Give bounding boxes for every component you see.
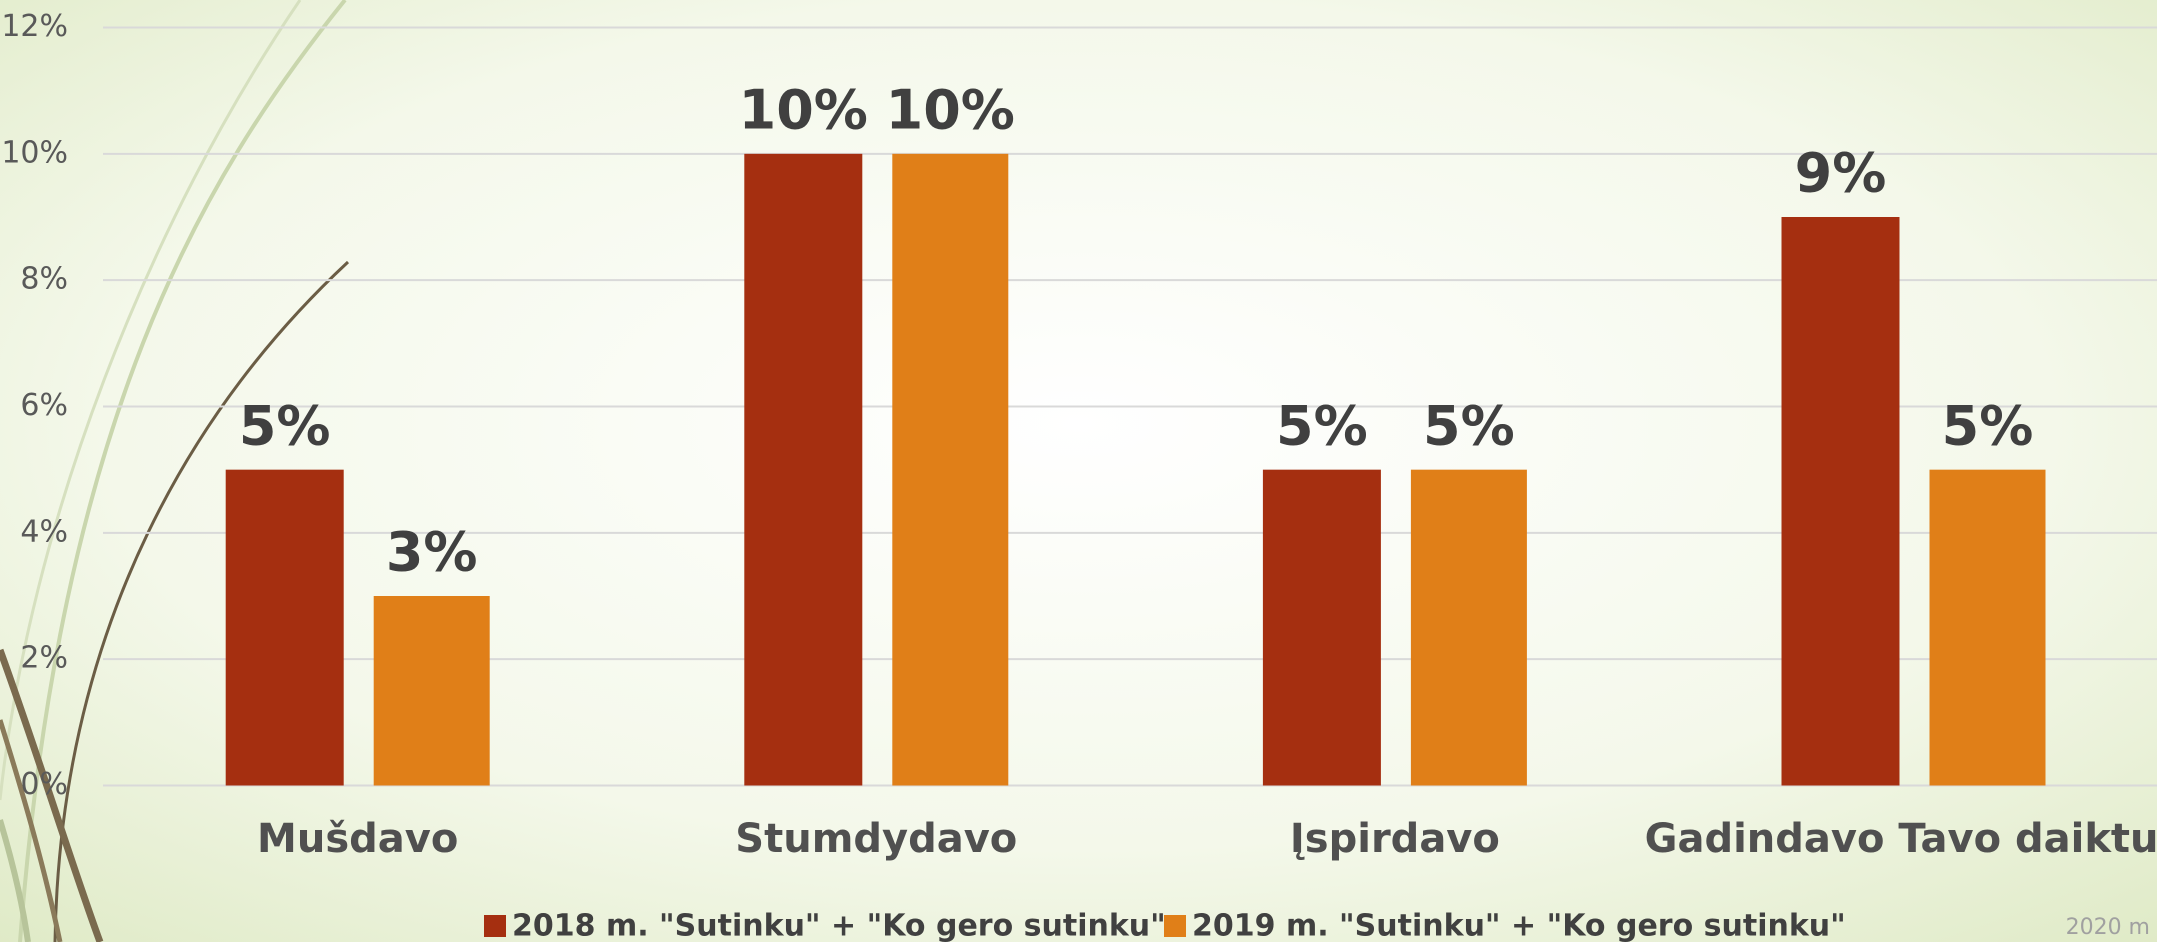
x-tick-label: Įspirdavo xyxy=(1290,816,1500,862)
y-tick-label: 10% xyxy=(1,135,68,170)
value-label: 10% xyxy=(739,78,868,141)
bar xyxy=(373,596,490,786)
y-tick-label: 6% xyxy=(20,388,68,423)
legend-swatch xyxy=(484,915,506,937)
value-label: 5% xyxy=(1423,394,1515,457)
value-label: 5% xyxy=(1942,394,2034,457)
value-label: 9% xyxy=(1795,142,1887,205)
value-label: 3% xyxy=(386,521,478,584)
y-tick-label: 0% xyxy=(20,767,68,802)
value-label: 5% xyxy=(1276,394,1368,457)
bar xyxy=(1929,469,2046,786)
value-label: 10% xyxy=(886,78,1015,141)
x-tick-label: Mušdavo xyxy=(257,816,458,862)
y-tick-label: 8% xyxy=(20,262,68,297)
x-tick-label: Stumdydavo xyxy=(735,816,1017,862)
y-tick-label: 2% xyxy=(20,641,68,676)
x-tick-label: Gadindavo Tavo daiktus xyxy=(1645,816,2157,862)
bar xyxy=(1410,469,1527,786)
bar xyxy=(744,153,863,786)
y-tick-label: 4% xyxy=(20,514,68,549)
bar xyxy=(1781,217,1900,786)
bar xyxy=(1262,469,1381,786)
legend-label: 2019 m. "Sutinku" + "Ko gero sutinku" xyxy=(1192,909,1846,942)
footer: 2020 m xyxy=(2066,915,2150,940)
legend-swatch xyxy=(1164,915,1186,937)
y-tick-label: 12% xyxy=(1,9,68,44)
bar xyxy=(892,153,1009,786)
bar xyxy=(225,469,344,786)
value-label: 5% xyxy=(239,394,331,457)
legend-label: 2018 m. "Sutinku" + "Ko gero sutinku" xyxy=(512,909,1166,942)
